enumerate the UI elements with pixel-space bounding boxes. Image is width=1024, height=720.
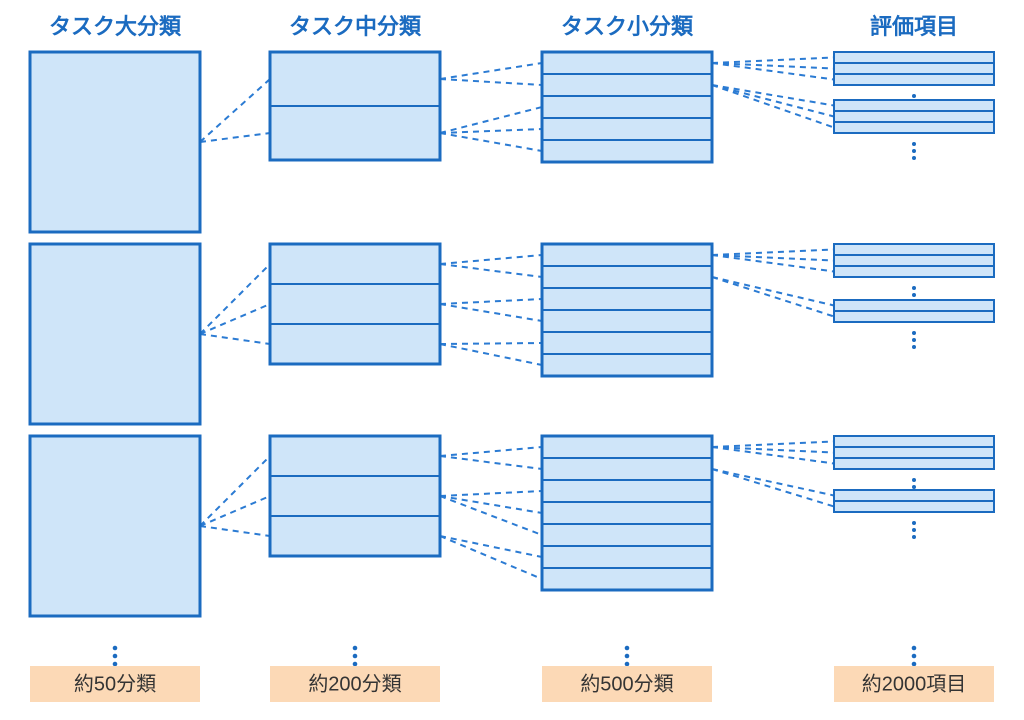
edge — [440, 344, 542, 365]
cell — [834, 100, 994, 111]
edge — [200, 133, 270, 142]
edge — [200, 334, 270, 344]
cell — [542, 74, 712, 96]
edge — [712, 442, 834, 448]
edge — [440, 496, 542, 535]
cell — [542, 502, 712, 524]
edge — [712, 63, 834, 69]
column-header-c3: タスク小分類 — [561, 14, 694, 39]
edge — [712, 277, 834, 306]
edge — [712, 85, 834, 106]
cell — [834, 244, 994, 255]
edge — [712, 63, 834, 80]
cell — [834, 74, 994, 85]
edge — [440, 343, 542, 344]
edge — [440, 491, 542, 496]
edge — [200, 79, 270, 142]
cell — [542, 546, 712, 568]
edge — [440, 447, 542, 456]
cell — [270, 476, 440, 516]
cell — [542, 568, 712, 590]
cell — [542, 288, 712, 310]
cell — [30, 244, 200, 424]
cell — [542, 266, 712, 288]
cell — [834, 63, 994, 74]
edge — [712, 469, 834, 507]
cell — [834, 311, 994, 322]
edge — [440, 79, 542, 85]
cell — [542, 436, 712, 458]
cell — [834, 52, 994, 63]
edge — [712, 85, 834, 117]
cell — [542, 480, 712, 502]
cell — [270, 436, 440, 476]
edge — [440, 264, 542, 277]
edge — [440, 133, 542, 151]
cell — [834, 490, 994, 501]
cell — [542, 140, 712, 162]
cell — [270, 284, 440, 324]
cell — [542, 458, 712, 480]
edge — [200, 304, 270, 334]
edge — [712, 255, 834, 272]
edge — [440, 304, 542, 321]
cell — [542, 52, 712, 74]
footer-label-c2: 約200分類 — [308, 672, 401, 695]
cell — [834, 501, 994, 512]
edge — [712, 58, 834, 64]
edge — [712, 447, 834, 464]
cell — [542, 96, 712, 118]
cell — [542, 118, 712, 140]
edge — [712, 447, 834, 453]
column-header-c4: 評価項目 — [870, 14, 958, 39]
edge — [440, 255, 542, 264]
hierarchy-diagram: タスク大分類約50分類 タスク中分類約200分類 タスク小分類約500分類 評価項目約… — [0, 0, 1024, 720]
edge — [200, 456, 270, 526]
cell — [270, 106, 440, 160]
footer-label-c4: 約2000項目 — [862, 672, 967, 695]
edge — [712, 85, 834, 128]
edge — [712, 277, 834, 317]
edge — [440, 496, 542, 513]
cell — [542, 244, 712, 266]
cell — [542, 310, 712, 332]
edge — [440, 456, 542, 469]
cell — [834, 111, 994, 122]
edge — [200, 526, 270, 536]
edge — [440, 536, 542, 579]
cell — [270, 516, 440, 556]
column-header-c2: タスク中分類 — [289, 14, 422, 39]
cell — [542, 524, 712, 546]
edge — [712, 255, 834, 261]
edge — [440, 63, 542, 79]
edge — [200, 496, 270, 526]
cell — [270, 52, 440, 106]
cell — [270, 324, 440, 364]
cell — [30, 436, 200, 616]
cell — [270, 244, 440, 284]
footer-label-c3: 約500分類 — [580, 672, 673, 695]
cell — [834, 447, 994, 458]
edge — [440, 536, 542, 557]
column-header-c1: タスク大分類 — [49, 14, 182, 39]
cell — [542, 354, 712, 376]
cell — [834, 122, 994, 133]
cell — [834, 300, 994, 311]
edge — [440, 107, 542, 133]
edge — [712, 469, 834, 496]
edge — [200, 264, 270, 334]
cell — [834, 436, 994, 447]
cell — [834, 255, 994, 266]
cell — [542, 332, 712, 354]
edge — [440, 299, 542, 304]
cell — [834, 266, 994, 277]
cell — [834, 458, 994, 469]
footer-label-c1: 約50分類 — [74, 672, 156, 695]
edge — [712, 250, 834, 256]
cell — [30, 52, 200, 232]
